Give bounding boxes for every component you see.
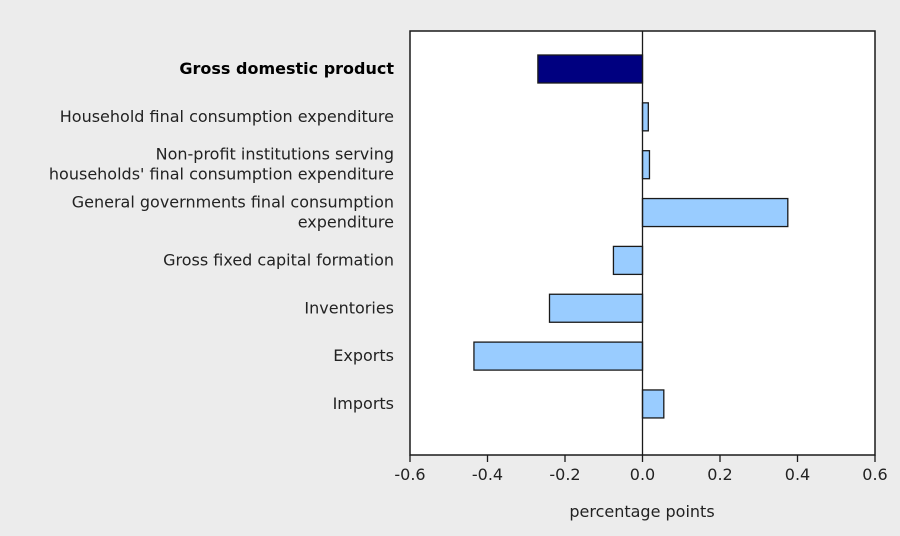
bar-3: [641, 197, 789, 228]
category-label-5: Inventories: [304, 298, 394, 317]
bars-layer: [473, 54, 789, 419]
category-label-line: General governments final consumption: [72, 193, 394, 212]
category-label-line: Household final consumption expenditure: [60, 107, 394, 126]
bar-0: [537, 54, 644, 84]
bar-6: [473, 341, 644, 371]
bar-1: [641, 102, 649, 132]
x-tick-label-2: -0.2: [549, 465, 580, 484]
x-tick-label-3: 0.0: [630, 465, 655, 484]
bar-7: [641, 389, 665, 419]
category-label-6: Exports: [333, 346, 394, 365]
x-axis-ticks: -0.6 -0.4 -0.2 0.0 0.2 0.4 0.6: [394, 455, 888, 484]
category-label-3: General governments final consumption exp…: [72, 193, 394, 232]
x-tick-label-5: 0.4: [785, 465, 810, 484]
category-label-line: Gross fixed capital formation: [163, 250, 394, 269]
category-label-7: Imports: [333, 394, 394, 413]
x-tick-label-6: 0.6: [862, 465, 887, 484]
category-label-1: Household final consumption expenditure: [60, 107, 394, 126]
category-label-line: Gross domestic product: [179, 59, 394, 78]
bar-5: [548, 293, 644, 323]
x-tick-label-4: 0.2: [707, 465, 732, 484]
bar-4: [612, 245, 644, 276]
category-label-line: households' final consumption expenditur…: [49, 165, 394, 184]
category-label-line: Imports: [333, 394, 394, 413]
x-axis-title: percentage points: [569, 502, 714, 521]
category-label-line: expenditure: [298, 213, 394, 232]
category-label-line: Exports: [333, 346, 394, 365]
category-label-0: Gross domestic product: [179, 59, 394, 78]
category-label-line: Non-profit institutions serving: [156, 145, 394, 164]
category-label-line: Inventories: [304, 298, 394, 317]
x-tick-label-0: -0.6: [394, 465, 425, 484]
category-labels: Gross domestic product Household final co…: [49, 59, 394, 413]
category-label-2: Non-profit institutions serving household…: [49, 145, 394, 184]
category-label-4: Gross fixed capital formation: [163, 250, 394, 269]
bar-2: [641, 150, 651, 180]
x-tick-label-1: -0.4: [472, 465, 503, 484]
